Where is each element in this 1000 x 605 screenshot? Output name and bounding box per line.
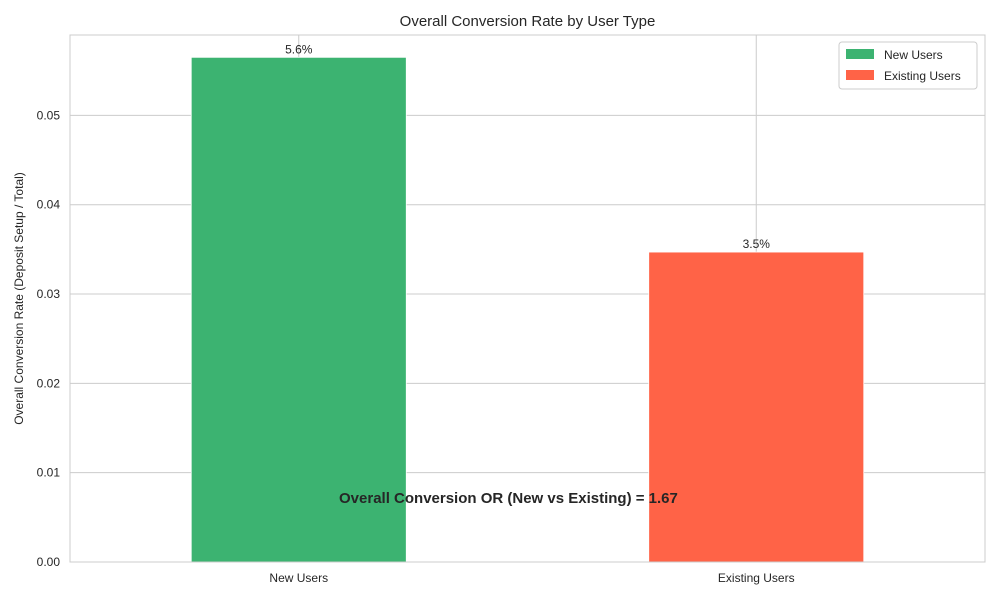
y-tick-label: 0.04 [37, 198, 61, 212]
plot-frame [69, 34, 986, 563]
legend-swatch [846, 49, 874, 59]
bar-new-users [190, 56, 407, 563]
tick-labels: 0.00 0.01 0.02 0.03 0.04 0.05 New Users Existin… [37, 108, 795, 585]
bar-existing-users [648, 251, 865, 563]
legend-label: Existing Users [884, 69, 961, 83]
y-tick-label: 0.00 [37, 555, 61, 569]
legend-swatch [846, 70, 874, 80]
bars [190, 56, 865, 563]
legend: New Users Existing Users [838, 41, 978, 90]
bar-value-label: 3.5% [743, 237, 771, 251]
y-tick-label: 0.02 [37, 376, 61, 390]
bar-value-label: 5.6% [285, 42, 313, 56]
x-tick-label: Existing Users [718, 571, 795, 585]
y-tick-label: 0.03 [37, 287, 61, 301]
y-tick-label: 0.05 [37, 108, 61, 122]
y-axis-label: Overall Conversion Rate (Deposit Setup /… [12, 172, 26, 425]
chart-title: Overall Conversion Rate by User Type [400, 13, 656, 30]
bar-value-labels: 5.6% 3.5% [285, 42, 770, 251]
x-tick-label: New Users [269, 571, 328, 585]
legend-label: New Users [884, 48, 943, 62]
odds-ratio-annotation: Overall Conversion OR (New vs Existing) … [339, 490, 678, 507]
y-tick-label: 0.01 [37, 466, 61, 480]
